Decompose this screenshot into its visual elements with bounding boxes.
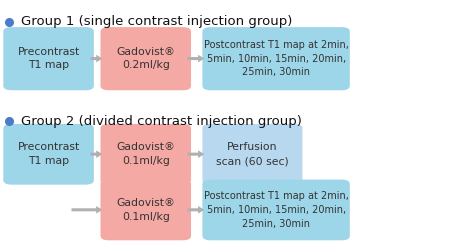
FancyBboxPatch shape xyxy=(202,180,350,240)
Text: Precontrast
T1 map: Precontrast T1 map xyxy=(18,47,80,70)
Text: Gadovist®
0.1ml/kg: Gadovist® 0.1ml/kg xyxy=(116,143,175,166)
Text: Perfusion
scan (60 sec): Perfusion scan (60 sec) xyxy=(216,143,289,166)
Text: Gadovist®
0.1ml/kg: Gadovist® 0.1ml/kg xyxy=(116,198,175,222)
FancyBboxPatch shape xyxy=(100,180,191,240)
Text: Postcontrast T1 map at 2min,
5min, 10min, 15min, 20min,
25min, 30min: Postcontrast T1 map at 2min, 5min, 10min… xyxy=(204,40,348,77)
Text: Postcontrast T1 map at 2min,
5min, 10min, 15min, 20min,
25min, 30min: Postcontrast T1 map at 2min, 5min, 10min… xyxy=(204,191,348,228)
FancyBboxPatch shape xyxy=(202,27,350,90)
Text: Group 2 (divided contrast injection group): Group 2 (divided contrast injection grou… xyxy=(21,114,302,128)
Text: Group 1 (single contrast injection group): Group 1 (single contrast injection group… xyxy=(21,15,293,28)
Text: Precontrast
T1 map: Precontrast T1 map xyxy=(18,143,80,166)
FancyBboxPatch shape xyxy=(100,124,191,185)
FancyBboxPatch shape xyxy=(100,27,191,90)
FancyBboxPatch shape xyxy=(202,124,302,185)
Text: Gadovist®
0.2ml/kg: Gadovist® 0.2ml/kg xyxy=(116,47,175,70)
FancyBboxPatch shape xyxy=(3,27,94,90)
FancyBboxPatch shape xyxy=(3,124,94,185)
